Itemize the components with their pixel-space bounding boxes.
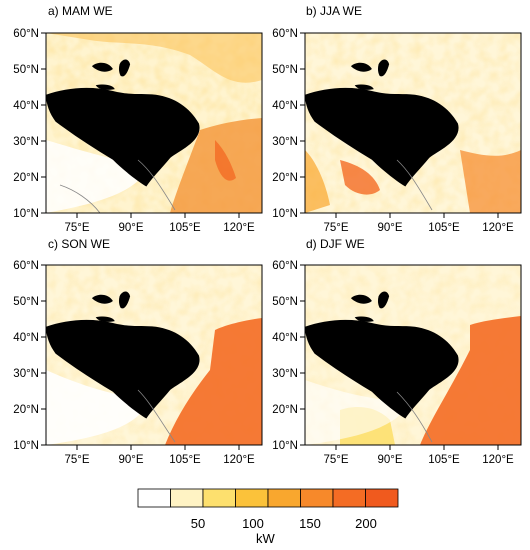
colorbar-swatch: [332, 488, 366, 508]
lat-label: 60°N: [13, 28, 39, 40]
lat-label: 30°N: [272, 136, 298, 148]
lat-label: 30°N: [272, 368, 298, 380]
colorbar-swatch: [267, 488, 301, 508]
lon-labels-b: 75°E 90°E 105°E 120°E: [323, 222, 514, 234]
lat-label: 20°N: [13, 404, 39, 416]
panel-c-map: [45, 264, 263, 446]
lon-label: 75°E: [323, 454, 348, 466]
lon-label: 105°E: [169, 222, 201, 234]
lon-label: 75°E: [64, 222, 89, 234]
lat-label: 40°N: [13, 100, 39, 112]
colorbar-label: 150: [299, 516, 321, 531]
lon-label: 75°E: [64, 454, 89, 466]
lat-labels-d: 60°N 50°N 40°N 30°N 20°N 10°N: [272, 260, 298, 452]
lon-labels-c: 75°E 90°E 105°E 120°E: [64, 454, 255, 466]
colorbar-swatch: [137, 488, 171, 508]
colorbar: [137, 488, 399, 508]
lon-label: 120°E: [482, 222, 514, 234]
lat-label: 10°N: [13, 440, 39, 452]
lat-label: 60°N: [272, 260, 298, 272]
lon-label: 120°E: [223, 222, 255, 234]
lat-label: 50°N: [272, 64, 298, 76]
lat-label: 40°N: [13, 332, 39, 344]
colorbar-swatch: [202, 488, 236, 508]
colorbar-swatch: [235, 488, 269, 508]
colorbar-label: 100: [242, 516, 264, 531]
panel-title-b: b) JJA WE: [306, 4, 363, 18]
lat-labels-a: 60°N 50°N 40°N 30°N 20°N 10°N: [13, 28, 39, 220]
lon-label: 120°E: [223, 454, 255, 466]
colorbar-label: 50: [190, 516, 206, 531]
lon-label: 105°E: [169, 454, 201, 466]
colorbar-swatch: [170, 488, 204, 508]
lat-label: 50°N: [13, 64, 39, 76]
panel-title-d: d) DJF WE: [306, 237, 365, 251]
panel-b-map: [304, 32, 522, 214]
lon-labels-a: 75°E 90°E 105°E 120°E: [64, 222, 255, 234]
colorbar-label: 200: [355, 516, 377, 531]
lon-label: 105°E: [428, 454, 460, 466]
lat-label: 20°N: [13, 172, 39, 184]
lat-label: 50°N: [272, 296, 298, 308]
lat-label: 20°N: [272, 404, 298, 416]
lat-label: 40°N: [272, 332, 298, 344]
lat-label: 50°N: [13, 296, 39, 308]
lat-label: 20°N: [272, 172, 298, 184]
panel-a-map: [45, 32, 263, 214]
lat-label: 10°N: [272, 440, 298, 452]
panel-d-map: [304, 264, 522, 446]
lon-label: 120°E: [482, 454, 514, 466]
lon-label: 105°E: [428, 222, 460, 234]
lat-label: 30°N: [13, 136, 39, 148]
lon-labels-d: 75°E 90°E 105°E 120°E: [323, 454, 514, 466]
lat-label: 60°N: [272, 28, 298, 40]
panel-title-c: c) SON WE: [48, 237, 110, 251]
lon-label: 75°E: [323, 222, 348, 234]
lon-label: 90°E: [377, 222, 402, 234]
colorbar-unit: kW: [256, 531, 275, 546]
lat-label: 30°N: [13, 368, 39, 380]
lat-label: 40°N: [272, 100, 298, 112]
lon-label: 90°E: [118, 222, 143, 234]
colorbar-swatch: [365, 488, 399, 508]
lon-label: 90°E: [118, 454, 143, 466]
lat-label: 10°N: [13, 208, 39, 220]
lat-labels-c: 60°N 50°N 40°N 30°N 20°N 10°N: [13, 260, 39, 452]
colorbar-swatch: [300, 488, 334, 508]
lat-labels-b: 60°N 50°N 40°N 30°N 20°N 10°N: [272, 28, 298, 220]
lat-label: 10°N: [272, 208, 298, 220]
tick-marks: [41, 32, 499, 450]
lon-label: 90°E: [377, 454, 402, 466]
lat-label: 60°N: [13, 260, 39, 272]
panel-title-a: a) MAM WE: [48, 4, 113, 18]
